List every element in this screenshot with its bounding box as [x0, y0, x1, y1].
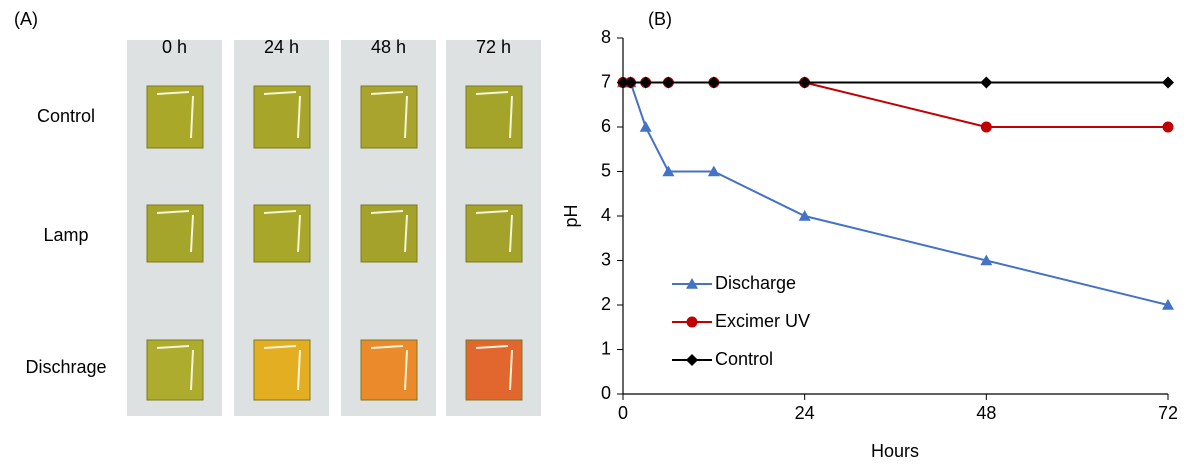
sample: [254, 205, 310, 262]
row-label: Dischrage: [25, 357, 106, 377]
marker: [640, 121, 652, 132]
sample: [254, 340, 310, 400]
marker: [708, 77, 720, 89]
y-tick-label: 0: [601, 383, 611, 403]
panel-label: (A): [14, 9, 38, 29]
sample: [361, 86, 417, 148]
sample: [361, 205, 417, 262]
panel-label: (B): [648, 9, 672, 29]
y-tick-label: 5: [601, 160, 611, 180]
y-axis-title: pH: [561, 204, 581, 227]
column-label: 72 h: [476, 37, 511, 57]
marker: [1163, 122, 1174, 133]
figure: (A) (B) Hours pH 0 h 24 h 48 h 72 h Control L…: [0, 0, 1192, 464]
row-label: Lamp: [43, 225, 88, 245]
legend-label: Excimer UV: [715, 311, 810, 331]
row-label: Control: [37, 106, 95, 126]
column-label: 48 h: [371, 37, 406, 57]
column-label: 0 h: [162, 37, 187, 57]
y-tick-label: 4: [601, 205, 611, 225]
marker: [799, 77, 811, 89]
marker: [687, 317, 698, 328]
sample: [466, 205, 522, 262]
sample: [147, 86, 203, 148]
y-tick-label: 3: [601, 249, 611, 269]
marker: [799, 210, 811, 221]
sample: [466, 340, 522, 400]
series-line: [623, 83, 1168, 306]
marker: [981, 122, 992, 133]
marker: [1162, 77, 1174, 89]
column-label: 24 h: [264, 37, 299, 57]
sample: [147, 205, 203, 262]
marker: [640, 77, 652, 89]
sample: [254, 86, 310, 148]
x-tick-label: 48: [976, 403, 996, 423]
y-tick-label: 7: [601, 71, 611, 91]
marker: [662, 77, 674, 89]
series-line: [623, 83, 1168, 128]
x-tick-label: 24: [795, 403, 815, 423]
y-tick-label: 6: [601, 116, 611, 136]
y-tick-label: 8: [601, 27, 611, 47]
y-tick-label: 2: [601, 294, 611, 314]
x-axis-title: Hours: [871, 441, 919, 461]
x-tick-label: 0: [618, 403, 628, 423]
legend-label: Control: [715, 349, 773, 369]
sample: [147, 340, 203, 400]
legend-label: Discharge: [715, 273, 796, 293]
x-tick-label: 72: [1158, 403, 1178, 423]
sample: [361, 340, 417, 400]
y-tick-label: 1: [601, 338, 611, 358]
sample: [466, 86, 522, 148]
marker: [686, 354, 698, 366]
marker: [980, 77, 992, 89]
